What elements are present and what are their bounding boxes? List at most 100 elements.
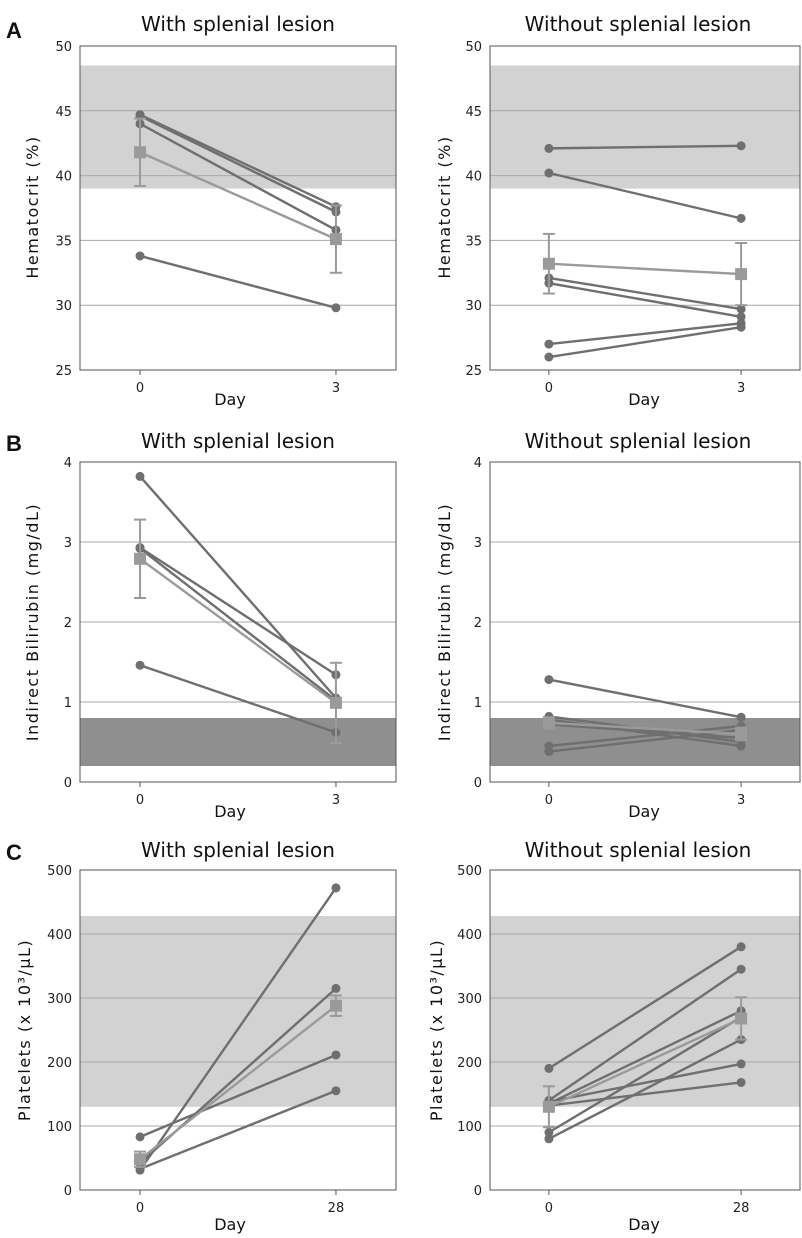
series-point xyxy=(736,712,746,722)
plot-frame xyxy=(489,461,801,783)
x-axis-label: Day xyxy=(628,390,660,409)
series-point xyxy=(736,1059,746,1069)
y-axis-label: Hematocrit (%) xyxy=(23,135,42,278)
x-axis-label: Day xyxy=(628,1215,660,1234)
mean-point xyxy=(542,1100,555,1113)
series-line xyxy=(139,1089,337,1170)
series-point xyxy=(544,675,554,685)
mean-point xyxy=(735,1012,748,1025)
x-tick-label: 3 xyxy=(737,381,745,396)
y-tick-label: 4 xyxy=(474,456,482,471)
mean-line xyxy=(139,1004,337,1161)
mean-line xyxy=(548,721,742,736)
series-line xyxy=(139,547,337,702)
plot-frame xyxy=(79,45,397,371)
series-line xyxy=(548,945,742,1070)
y-tick-label: 500 xyxy=(457,864,482,879)
mean-point xyxy=(735,728,748,740)
series-point xyxy=(544,352,554,362)
x-axis-label: Day xyxy=(628,802,660,821)
mean-point xyxy=(542,257,555,270)
series-point xyxy=(544,747,554,757)
series-line xyxy=(548,281,742,319)
y-tick-label: 1 xyxy=(64,696,72,711)
series-point xyxy=(736,141,746,151)
y-tick-label: 300 xyxy=(47,992,72,1007)
series-line xyxy=(548,276,742,311)
chart-1: 25 30 35 40 45 50 0 3 With splenial lesion Day Hem… xyxy=(23,12,397,409)
mean-point xyxy=(329,999,342,1012)
y-tick-label: 0 xyxy=(474,1184,482,1199)
series-line xyxy=(139,254,337,309)
series-point xyxy=(544,1134,554,1144)
series-line xyxy=(548,326,742,359)
x-tick-label: 0 xyxy=(136,1201,144,1216)
y-tick-label: 100 xyxy=(47,1120,72,1135)
x-tick-label: 0 xyxy=(545,1201,553,1216)
chart-4: 0 1 2 3 4 0 3 Without splenial lesion Day Indirec… xyxy=(435,429,801,821)
y-axis-label: Indirect Bilirubin (mg/dL) xyxy=(435,503,454,741)
y-tick-label: 500 xyxy=(47,864,72,879)
mean-line xyxy=(548,262,742,276)
y-axis-label: Platelets (x 10³/μL) xyxy=(427,939,446,1121)
mean-point xyxy=(134,1153,147,1166)
y-tick-label: 2 xyxy=(64,616,72,631)
series-point xyxy=(135,1132,145,1142)
chart-title: With splenial lesion xyxy=(141,429,335,453)
series-point xyxy=(736,964,746,974)
y-tick-label: 2 xyxy=(474,616,482,631)
y-axis-label: Hematocrit (%) xyxy=(435,135,454,278)
y-tick-label: 1 xyxy=(474,696,482,711)
series-line xyxy=(548,1009,742,1105)
chart-title: Without splenial lesion xyxy=(525,838,752,862)
plot-frame xyxy=(489,45,801,371)
y-tick-label: 200 xyxy=(47,1056,72,1071)
y-tick-label: 40 xyxy=(465,170,482,185)
y-tick-label: 35 xyxy=(55,234,72,249)
y-tick-label: 50 xyxy=(465,40,482,55)
mean-point xyxy=(134,552,147,565)
x-axis-label: Day xyxy=(214,802,246,821)
mean-point xyxy=(542,716,555,729)
chart-title: Without splenial lesion xyxy=(525,12,752,36)
series-line xyxy=(548,724,742,748)
normal-range-band xyxy=(490,65,800,189)
mean-point xyxy=(134,146,147,159)
mean-line xyxy=(139,151,337,241)
panel-letter-a: A xyxy=(6,18,22,43)
series-line xyxy=(548,1062,742,1103)
series-point xyxy=(544,1063,554,1073)
plot-frame xyxy=(79,461,397,783)
series-line xyxy=(548,968,742,1102)
y-tick-label: 4 xyxy=(64,456,72,471)
series-line xyxy=(548,1081,742,1107)
series-point xyxy=(331,1050,341,1060)
series-line xyxy=(139,113,337,208)
series-line xyxy=(548,723,742,740)
x-axis-label: Day xyxy=(214,1215,246,1234)
mean-point xyxy=(329,233,342,246)
series-line xyxy=(139,114,337,213)
series-line xyxy=(548,678,742,719)
y-tick-label: 25 xyxy=(465,364,482,379)
chart-6: 0 100 200 300 400 500 0 28 Without splenial lesi… xyxy=(427,838,801,1234)
x-tick-label: 0 xyxy=(545,381,553,396)
series-point xyxy=(135,471,145,481)
y-tick-label: 300 xyxy=(457,992,482,1007)
series-line xyxy=(548,171,742,220)
y-tick-label: 25 xyxy=(55,364,72,379)
series-line xyxy=(548,1038,742,1140)
panel-letter-b: B xyxy=(6,431,22,456)
series-point xyxy=(736,942,746,952)
mean-point xyxy=(735,268,748,281)
mean-line xyxy=(139,557,337,704)
y-tick-label: 30 xyxy=(55,299,72,314)
plot-frame xyxy=(489,869,801,1191)
x-axis-label: Day xyxy=(214,390,246,409)
series-line xyxy=(548,144,742,150)
series-point xyxy=(736,741,746,751)
y-tick-label: 100 xyxy=(457,1120,482,1135)
normal-range-band xyxy=(80,916,396,1107)
chart-title: Without splenial lesion xyxy=(525,429,752,453)
y-axis-label: Platelets (x 10³/μL) xyxy=(15,939,34,1121)
